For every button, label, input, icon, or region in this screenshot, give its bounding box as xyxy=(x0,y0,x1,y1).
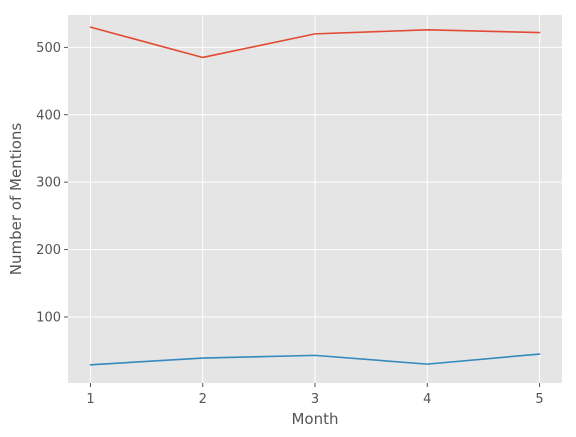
series-layer xyxy=(89,26,541,366)
y-tick-label: 100 xyxy=(36,310,61,325)
y-tick-label: 200 xyxy=(36,243,61,258)
x-tick-label: 5 xyxy=(535,392,543,407)
x-tick-label: 3 xyxy=(311,392,319,407)
x-tick-label: 1 xyxy=(86,392,94,407)
series-line-2 xyxy=(89,353,541,366)
y-axis-label: Number of Mentions xyxy=(7,123,25,276)
series-line-1 xyxy=(89,26,541,59)
y-tick-label: 400 xyxy=(36,108,61,123)
x-axis-label: Month xyxy=(291,410,338,428)
y-gridlines xyxy=(68,46,562,318)
y-tick-label: 300 xyxy=(36,176,61,191)
x-gridlines xyxy=(89,15,541,383)
x-tick-label: 2 xyxy=(199,392,207,407)
y-tick-label: 500 xyxy=(36,41,61,56)
axis-ticks: 1 2 3 4 5 100 200 300 400 500 xyxy=(36,41,544,407)
x-tick-label: 4 xyxy=(423,392,431,407)
